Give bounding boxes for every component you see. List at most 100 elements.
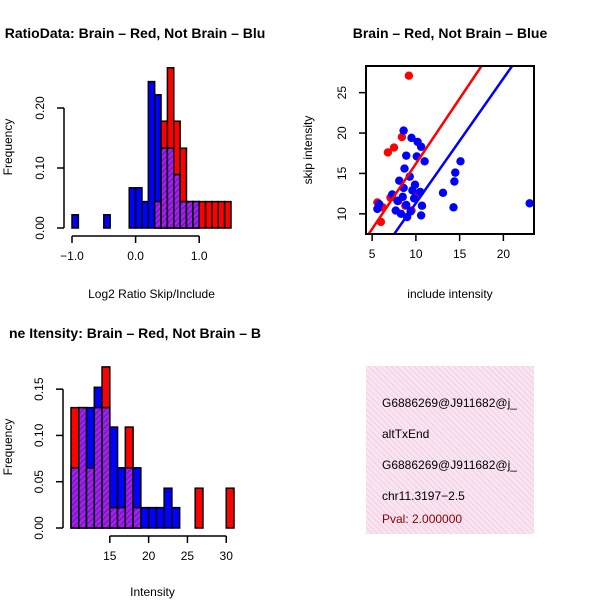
scatter-point-not-brain bbox=[408, 186, 417, 195]
histogram-bar-not-brain bbox=[171, 506, 181, 529]
info-line-location: chr11.3197−2.5 bbox=[382, 489, 465, 503]
scatter-point-not-brain bbox=[420, 157, 429, 166]
histogram-bar-overlap bbox=[78, 406, 88, 529]
histogram-bar-overlap bbox=[179, 200, 188, 229]
x-tick-label: 0.0 bbox=[127, 249, 144, 263]
x-tick-label: 10 bbox=[409, 247, 423, 261]
intensity-scatter: Brain – Red, Not Brain – Blue 5 10 15 20 10 15… bbox=[301, 25, 547, 301]
x-tick-label: 30 bbox=[220, 549, 234, 563]
intensity-histogram: ne Itensity: Brain – Red, Not Brain – B 1… bbox=[1, 325, 261, 599]
y-tick-label: 0.20 bbox=[33, 96, 47, 120]
y-tick-label: 0.05 bbox=[32, 470, 46, 494]
info-line-event-id: G6886269@J911682@j_ bbox=[382, 396, 517, 410]
histogram-bar-overlap bbox=[109, 506, 119, 529]
info-panel: G6886269@J911682@j_ altTxEnd G6886269@J9… bbox=[366, 366, 534, 534]
chart-title: Brain – Red, Not Brain – Blue bbox=[353, 25, 548, 41]
histogram-bar-brain bbox=[211, 200, 220, 229]
histogram-bar-overlap bbox=[153, 200, 162, 229]
scatter-plot-area bbox=[367, 66, 534, 234]
x-axis-label: Log2 Ratio Skip/Include bbox=[88, 287, 215, 301]
x-tick-label: −1.0 bbox=[60, 249, 84, 263]
y-tick-label: 10 bbox=[335, 207, 349, 221]
scatter-point-not-brain bbox=[456, 157, 465, 166]
scatter-point-not-brain bbox=[400, 164, 409, 173]
scatter-point-not-brain bbox=[402, 151, 411, 160]
histogram-bar-overlap bbox=[192, 200, 200, 229]
x-tick-label: 5 bbox=[369, 247, 376, 261]
y-tick-label: 0.10 bbox=[32, 423, 46, 447]
x-tick-label: 20 bbox=[142, 549, 156, 563]
scatter-point-not-brain bbox=[449, 203, 458, 212]
info-line-event-type: altTxEnd bbox=[382, 427, 430, 441]
histogram-bar-overlap bbox=[116, 506, 127, 529]
scatter-point-not-brain bbox=[525, 199, 534, 208]
histogram-bar-overlap bbox=[166, 147, 175, 229]
histogram-bar-overlap bbox=[124, 467, 134, 529]
histogram-bar-brain bbox=[194, 487, 204, 529]
histogram-bar-brain bbox=[223, 200, 232, 229]
y-tick-label: 20 bbox=[335, 126, 349, 140]
histogram-bar-overlap bbox=[132, 506, 142, 529]
x-axis-label: include intensity bbox=[407, 287, 492, 301]
scatter-point-not-brain bbox=[438, 188, 448, 198]
y-tick-label: 0.15 bbox=[32, 377, 46, 401]
scatter-point-not-brain bbox=[373, 204, 382, 214]
histogram-bar-overlap bbox=[85, 467, 96, 529]
x-tick-label: 25 bbox=[181, 549, 195, 563]
histogram-bar-brain bbox=[204, 200, 213, 229]
histogram-bar-not-brain bbox=[141, 200, 150, 229]
scatter-point-not-brain bbox=[417, 201, 427, 210]
x-tick-label: 15 bbox=[103, 549, 117, 563]
y-tick-label: 0.10 bbox=[33, 156, 47, 180]
info-pval: Pval: 2.000000 bbox=[382, 512, 463, 526]
histogram-bar-overlap bbox=[70, 467, 80, 529]
histogram-bar-not-brain bbox=[103, 214, 111, 229]
scatter-point-brain bbox=[404, 71, 414, 80]
histogram-bar-not-brain bbox=[128, 187, 137, 229]
fit-line-not-brain bbox=[392, 66, 514, 234]
scatter-point-not-brain bbox=[402, 200, 411, 210]
info-line-event-id-repeat: G6886269@J911682@j_ bbox=[382, 458, 517, 472]
histogram-bar-brain bbox=[198, 200, 207, 229]
scatter-point-not-brain bbox=[395, 176, 404, 185]
histogram-bar-not-brain bbox=[147, 506, 158, 529]
scatter-point-not-brain bbox=[416, 142, 426, 151]
scatter-point-not-brain bbox=[407, 133, 416, 143]
y-tick-label: 25 bbox=[335, 86, 349, 100]
histogram-bar-overlap bbox=[93, 406, 103, 529]
chart-title: ne Itensity: Brain – Red, Not Brain – B bbox=[9, 325, 261, 341]
histogram-bar-overlap bbox=[173, 173, 181, 229]
fit-line-brain bbox=[367, 66, 483, 234]
y-tick-label: 0.00 bbox=[32, 516, 46, 540]
histogram-bar-overlap bbox=[160, 147, 169, 229]
y-tick-label: 0.00 bbox=[33, 216, 47, 240]
histogram-bar-overlap bbox=[101, 406, 111, 529]
scatter-point-not-brain bbox=[393, 196, 402, 206]
scatter-point-not-brain bbox=[450, 177, 459, 186]
scatter-point-not-brain bbox=[399, 126, 408, 135]
scatter-point-brain bbox=[383, 148, 393, 157]
histogram-bar-not-brain bbox=[134, 187, 143, 229]
chart-title: RatioData: Brain – Red, Not Brain – Blu bbox=[5, 25, 266, 41]
x-tick-label: 15 bbox=[453, 247, 467, 261]
histogram-bar-brain bbox=[217, 200, 226, 229]
histogram-bar-not-brain bbox=[71, 214, 80, 229]
x-tick-label: 1.0 bbox=[191, 249, 208, 263]
scatter-point-brain bbox=[397, 132, 407, 142]
histogram-bar-not-brain bbox=[155, 506, 165, 529]
histogram-bar-not-brain bbox=[163, 487, 173, 529]
y-axis-label: Frequency bbox=[1, 419, 15, 476]
ratio-histogram: RatioData: Brain – Red, Not Brain – Blu −… bbox=[1, 25, 265, 301]
scatter-point-not-brain bbox=[451, 168, 460, 177]
y-axis-label: Frequency bbox=[1, 119, 15, 176]
scatter-point-brain bbox=[389, 143, 399, 152]
scatter-point-not-brain bbox=[416, 211, 426, 220]
y-tick-label: 15 bbox=[335, 166, 349, 180]
histogram-bar-not-brain bbox=[147, 80, 156, 229]
x-tick-label: 20 bbox=[497, 247, 511, 261]
histogram-bar-brain bbox=[225, 487, 235, 529]
histogram-bar-overlap bbox=[185, 200, 194, 229]
x-axis-label: Intensity bbox=[130, 585, 175, 599]
y-axis-label: skip intensity bbox=[301, 116, 315, 185]
